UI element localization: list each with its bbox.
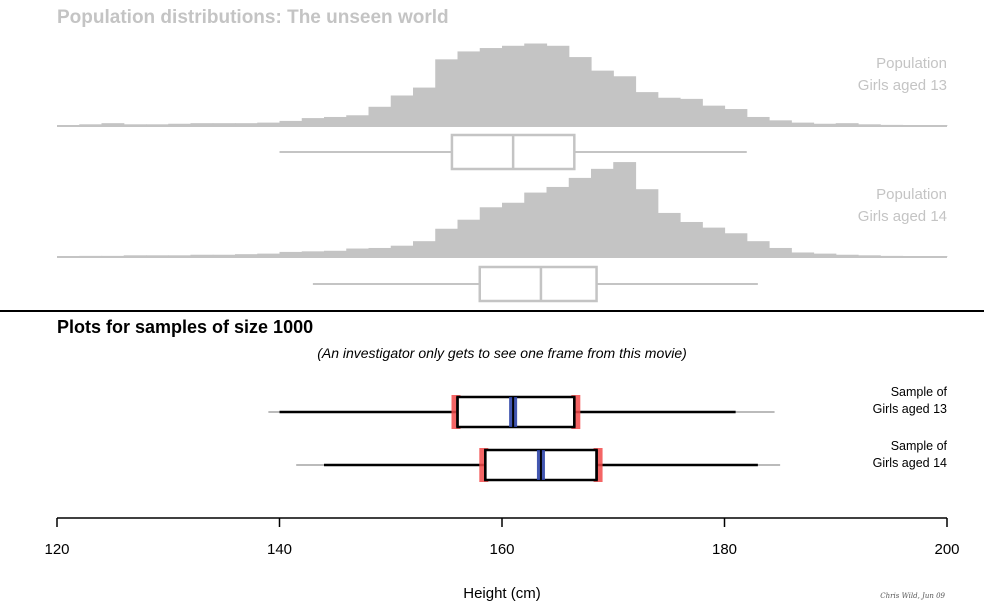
sample-q3-accent — [593, 448, 603, 482]
population-14-boxplot — [312, 265, 758, 303]
population-bar — [190, 254, 214, 257]
population-bar — [479, 48, 503, 126]
sample-13-boxplot — [268, 395, 775, 429]
sample-14-label-line1: Sample of — [891, 439, 948, 453]
population-14-histogram — [57, 162, 948, 258]
population-bar — [813, 123, 837, 126]
sample-q1-accent — [479, 448, 489, 482]
population-13-label-line2: Girls aged 13 — [858, 77, 947, 94]
population-bar — [435, 228, 459, 257]
population-bar — [457, 51, 481, 126]
population-bar — [724, 109, 748, 126]
sample-14-boxplot — [296, 448, 781, 482]
population-bar — [368, 106, 392, 126]
population-bar — [680, 98, 703, 126]
x-tick-label: 180 — [712, 541, 737, 558]
population-bar — [791, 252, 815, 257]
sample-14-label: Sample of Girls aged 14 — [873, 439, 948, 470]
population-14-label-line2: Girls aged 14 — [858, 208, 947, 225]
sample-14-label-line2: Girls aged 14 — [873, 456, 947, 470]
sample-13-label-line1: Sample of — [891, 385, 948, 399]
signature: Chris Wild, Jun 09 — [880, 592, 945, 600]
population-bar — [702, 227, 726, 257]
x-tick-label: 200 — [934, 541, 959, 558]
population-bar — [390, 245, 414, 257]
sample-13-label-line2: Girls aged 13 — [873, 402, 947, 416]
x-axis-label: Height (cm) — [463, 585, 541, 602]
population-bar — [324, 116, 347, 126]
sample-note: (An investigator only gets to see one fr… — [317, 345, 687, 361]
population-bar — [657, 212, 681, 257]
population-bar — [546, 186, 570, 257]
population-bar — [324, 250, 347, 257]
population-bar — [835, 123, 859, 126]
population-bar — [212, 254, 236, 257]
x-tick-label: 140 — [267, 541, 292, 558]
population-bar — [635, 92, 659, 126]
population-bar — [746, 241, 770, 257]
population-bar — [546, 45, 570, 126]
population-bar — [813, 253, 837, 257]
population-bar — [257, 253, 281, 257]
population-bar — [346, 115, 370, 126]
population-bar — [212, 123, 236, 126]
population-bar — [724, 233, 748, 257]
population-bar — [279, 120, 303, 126]
sample-q1-accent — [451, 395, 461, 429]
population-13-label: Population Girls aged 13 — [858, 55, 947, 94]
population-13-boxplot — [279, 133, 747, 171]
population-bar — [502, 202, 525, 257]
sample-q3-accent — [571, 395, 581, 429]
population-bar — [413, 241, 436, 257]
population-bar — [190, 123, 214, 126]
x-tick-label: 120 — [44, 541, 69, 558]
population-13-histogram — [57, 43, 948, 127]
population-bar — [257, 122, 281, 126]
population-bar — [390, 95, 414, 126]
sample-title: Plots for samples of size 1000 — [57, 317, 313, 337]
population-bar — [524, 43, 548, 127]
population-bar — [835, 254, 859, 257]
population-title: Population distributions: The unseen wor… — [57, 7, 449, 28]
population-bar — [769, 247, 792, 257]
population-bar — [235, 254, 258, 257]
population-bar — [791, 122, 815, 126]
x-axis: 120 140 160 180 200 — [44, 517, 960, 558]
population-bar — [746, 116, 770, 126]
population-bar — [657, 97, 681, 126]
population-bar — [568, 177, 592, 257]
population-bar — [301, 118, 325, 126]
population-14-label-line1: Population — [876, 186, 947, 203]
population-bar — [235, 123, 258, 126]
population-bar — [769, 120, 792, 126]
population-bar — [413, 87, 436, 126]
x-tick-label: 160 — [489, 541, 514, 558]
sample-13-label: Sample of Girls aged 13 — [873, 385, 948, 416]
population-bar — [368, 247, 392, 257]
population-bar — [613, 76, 637, 126]
population-bar — [568, 57, 592, 126]
population-bar — [457, 219, 481, 257]
population-box — [478, 265, 598, 303]
population-bar — [591, 70, 614, 126]
population-bar — [346, 248, 370, 257]
population-bar — [613, 162, 637, 257]
population-bar — [635, 189, 659, 257]
population-bar — [680, 221, 703, 257]
population-13-label-line1: Population — [876, 55, 947, 72]
population-bar — [591, 168, 614, 257]
population-bar — [479, 207, 503, 257]
population-14-label: Population Girls aged 14 — [858, 186, 947, 225]
population-bar — [101, 123, 125, 126]
population-bar — [502, 45, 525, 126]
population-bar — [301, 251, 325, 257]
population-bar — [168, 123, 192, 126]
population-bar — [279, 251, 303, 257]
population-bar — [702, 105, 726, 126]
population-bar — [435, 59, 459, 126]
population-bar — [524, 192, 548, 257]
